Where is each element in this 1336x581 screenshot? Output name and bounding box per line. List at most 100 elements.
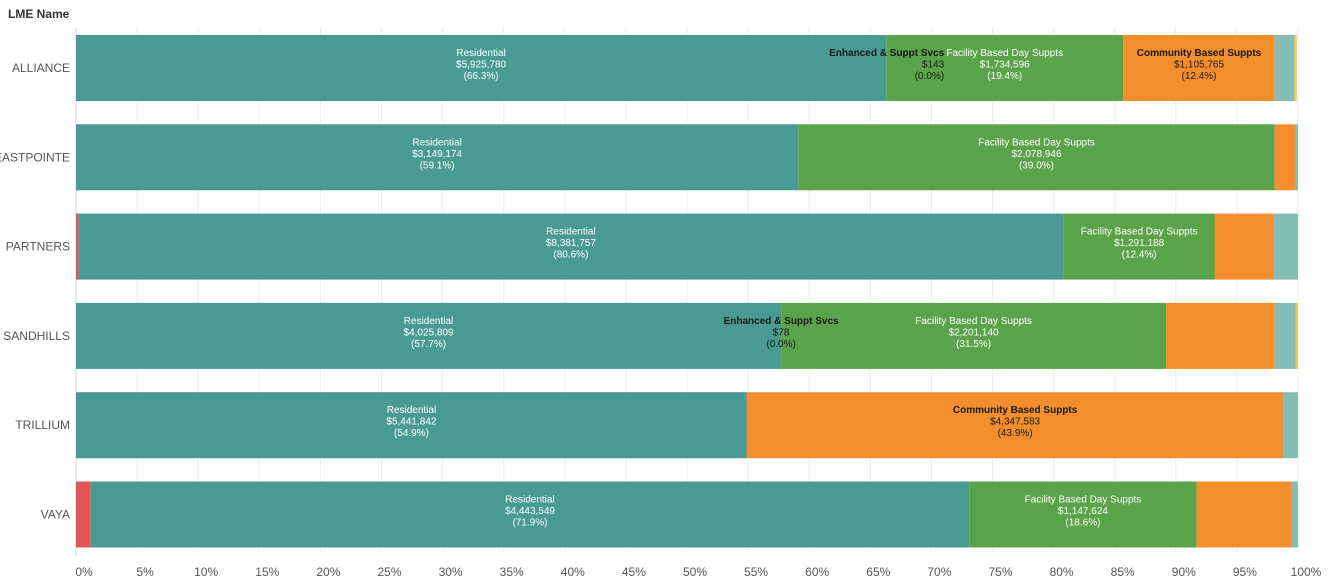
x-tick-label: 90% — [1172, 565, 1196, 579]
bar-segment[interactable] — [76, 213, 79, 280]
segment-label: (18.6%) — [1065, 518, 1100, 529]
x-tick-label: 15% — [255, 565, 279, 579]
x-tick-label: 45% — [622, 565, 646, 579]
x-tick-label: 30% — [439, 565, 463, 579]
segment-label: $1,734,596 — [980, 60, 1030, 71]
segment-label: Enhanced & Suppt Svcs — [829, 48, 944, 59]
bar-segment[interactable] — [1291, 481, 1298, 548]
x-tick-label: 10% — [194, 565, 218, 579]
bar-segment[interactable] — [90, 481, 970, 548]
bar-segment[interactable] — [1274, 302, 1296, 369]
x-tick-label: 25% — [377, 565, 401, 579]
bar-segment[interactable] — [76, 124, 799, 191]
x-tick-label: 100% — [1291, 565, 1322, 579]
segment-label: $1,291,188 — [1114, 238, 1164, 249]
bar-segment[interactable] — [1274, 35, 1295, 101]
x-tick-label: 35% — [500, 565, 524, 579]
gridlines — [75, 28, 1299, 556]
segment-label: (57.7%) — [411, 339, 446, 350]
segment-label: (59.1%) — [420, 160, 455, 171]
x-tick-label: 50% — [683, 565, 707, 579]
bar-segment[interactable] — [1063, 213, 1215, 280]
segment-label: Residential — [505, 495, 554, 506]
x-tick-label: 0% — [75, 565, 93, 579]
row-label: SANDHILLS — [3, 329, 70, 343]
bar-segment[interactable] — [1214, 213, 1274, 280]
segment-label: Residential — [404, 316, 453, 327]
x-tick-label: 5% — [136, 565, 154, 579]
x-tick-label: 85% — [1111, 565, 1135, 579]
segment-label: $1,105,765 — [1174, 60, 1224, 71]
segment-label: $5,925,780 — [456, 60, 506, 71]
segment-label: (54.9%) — [394, 428, 429, 439]
dimension-header: LME Name — [8, 7, 70, 21]
segment-label: (12.4%) — [1182, 71, 1217, 82]
bar-segment[interactable] — [1166, 302, 1275, 369]
segment-label: $1,147,624 — [1058, 506, 1108, 517]
segment-label: Facility Based Day Suppts — [978, 137, 1095, 148]
segment-label: $5,441,842 — [386, 417, 436, 428]
segment-label: $4,443,549 — [505, 506, 555, 517]
bar-segment[interactable] — [1123, 35, 1275, 101]
bar-segment[interactable] — [1283, 392, 1298, 459]
row-label: ALLIANCE — [12, 61, 70, 75]
bar-segment[interactable] — [76, 392, 747, 459]
segment-label: Enhanced & Suppt Svcs — [724, 316, 839, 327]
bar-segment[interactable] — [78, 213, 1064, 280]
x-tick-label: 75% — [988, 565, 1012, 579]
segment-label: $3,149,174 — [412, 149, 462, 160]
segment-label: Residential — [412, 137, 461, 148]
segment-label: $143 — [922, 60, 945, 71]
bar-row-vaya: Residential$4,443,549(71.9%) Facility Bas… — [76, 481, 1298, 548]
segment-label: $78 — [773, 327, 790, 338]
row-label: EASTPOINTE — [0, 150, 70, 164]
segment-label: (71.9%) — [512, 518, 547, 529]
segment-label: Facility Based Day Suppts — [1081, 227, 1198, 238]
bar-segment[interactable] — [1274, 124, 1296, 191]
segment-label: (80.6%) — [553, 250, 588, 261]
segment-label: $8,381,757 — [546, 238, 596, 249]
segment-label: $4,347,583 — [990, 417, 1040, 428]
bar-segment[interactable] — [1294, 35, 1297, 101]
x-tick-label: 95% — [1233, 565, 1257, 579]
bars-layer: Residential$5,925,780(66.3%)Enhanced & S… — [76, 35, 1298, 548]
row-label: VAYA — [41, 508, 70, 522]
segment-label: $4,025,809 — [404, 327, 454, 338]
bar-segment[interactable] — [746, 392, 1284, 459]
bar-segment[interactable] — [76, 35, 887, 101]
x-tick-label: 40% — [561, 565, 585, 579]
bar-segment[interactable] — [76, 302, 782, 369]
bar-row-alliance: Residential$5,925,780(66.3%) Enhanced & S… — [76, 35, 1297, 101]
row-labels: ALLIANCE EASTPOINTE PARTNERS SANDHILLS TRILL… — [0, 61, 70, 522]
segment-label: (0.0%) — [915, 71, 944, 82]
x-tick-label: 20% — [316, 565, 340, 579]
x-tick-label: 70% — [927, 565, 951, 579]
bar-segment[interactable] — [798, 124, 1275, 191]
bar-row-trillium: Residential$5,441,842(54.9%) Community Ba… — [76, 392, 1298, 459]
segment-label: Facility Based Day Suppts — [915, 316, 1032, 327]
segment-label: (39.0%) — [1019, 160, 1054, 171]
segment-label: Residential — [456, 48, 505, 59]
segment-label: (0.0%) — [766, 339, 795, 350]
bar-segment[interactable] — [1273, 213, 1298, 280]
segment-label: Facility Based Day Suppts — [1025, 495, 1142, 506]
x-tick-label: 80% — [1050, 565, 1074, 579]
segment-label: (66.3%) — [464, 71, 499, 82]
bar-segment[interactable] — [969, 481, 1197, 548]
bar-segment[interactable] — [1295, 124, 1298, 191]
row-label: PARTNERS — [6, 240, 70, 254]
bar-row-eastpointe: Residential$3,149,174(59.1%) Facility Bas… — [76, 124, 1298, 191]
bar-segment[interactable] — [1295, 302, 1298, 369]
segment-label: (31.5%) — [956, 339, 991, 350]
bar-segment[interactable] — [1196, 481, 1292, 548]
bar-segment[interactable] — [886, 35, 1124, 101]
segment-label: (19.4%) — [987, 71, 1022, 82]
bar-segment[interactable] — [76, 481, 91, 548]
bar-segment[interactable] — [781, 302, 1167, 369]
segment-label: (43.9%) — [998, 428, 1033, 439]
segment-label: $2,201,140 — [949, 327, 999, 338]
x-tick-label: 60% — [805, 565, 829, 579]
x-tick-label: 65% — [866, 565, 890, 579]
segment-label: Community Based Suppts — [953, 405, 1078, 416]
